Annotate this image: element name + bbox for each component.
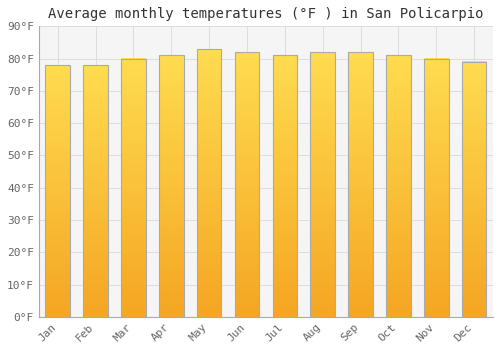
- Bar: [272, 55, 297, 317]
- Bar: [197, 49, 222, 317]
- Bar: [348, 52, 373, 317]
- Bar: [46, 65, 70, 317]
- Bar: [462, 62, 486, 317]
- Title: Average monthly temperatures (°F ) in San Policarpio: Average monthly temperatures (°F ) in Sa…: [48, 7, 484, 21]
- Bar: [386, 55, 410, 317]
- Bar: [84, 65, 108, 317]
- Bar: [310, 52, 335, 317]
- Bar: [234, 52, 260, 317]
- Bar: [424, 58, 448, 317]
- Bar: [121, 58, 146, 317]
- Bar: [159, 55, 184, 317]
